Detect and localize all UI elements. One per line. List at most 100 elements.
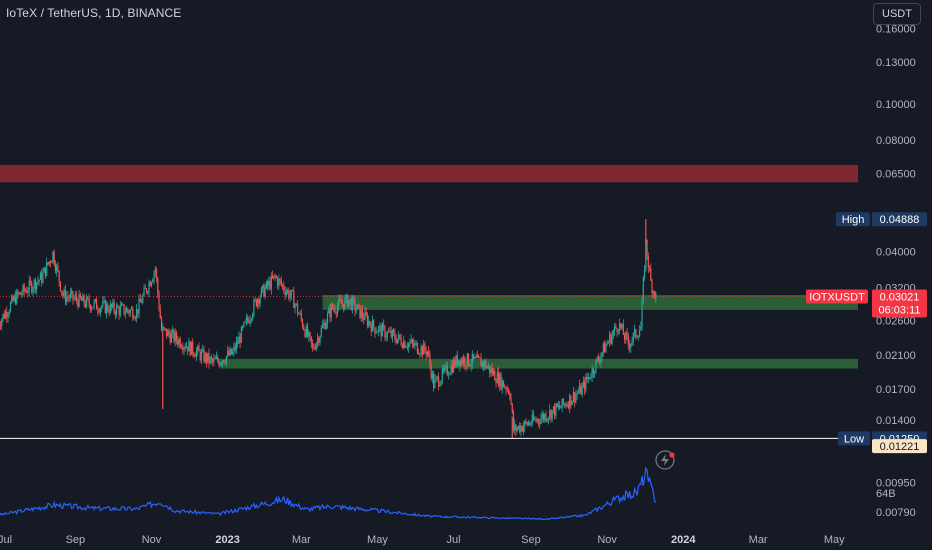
- candle-body: [555, 403, 557, 416]
- candle-body: [3, 314, 5, 319]
- candle-body: [208, 353, 210, 363]
- candle-body: [34, 279, 37, 290]
- candle-body: [380, 325, 382, 337]
- candle-body: [530, 423, 532, 425]
- candle-body: [556, 403, 558, 407]
- candle-body: [477, 355, 480, 358]
- candle-body: [420, 346, 422, 354]
- candle-body: [430, 364, 432, 379]
- candle-body: [110, 304, 113, 308]
- candle-body: [100, 306, 103, 309]
- candle-body: [33, 279, 35, 289]
- candle-body: [303, 327, 305, 331]
- price-tick-label: 0.01700: [876, 384, 916, 396]
- candle-body: [390, 330, 392, 338]
- candle-body: [263, 285, 265, 297]
- candle-body: [270, 275, 272, 290]
- low-label: Low: [844, 433, 864, 445]
- candle-body: [245, 317, 247, 322]
- candle-body: [18, 292, 20, 295]
- candle-body: [384, 326, 386, 338]
- time-tick-label: Mar: [292, 534, 311, 546]
- candle-body: [46, 262, 48, 276]
- candle-body: [369, 320, 371, 325]
- candle-body: [259, 296, 261, 304]
- candle-body: [123, 304, 125, 314]
- candle-body: [480, 358, 482, 367]
- candle-body: [96, 299, 98, 310]
- candle-body: [360, 309, 362, 319]
- candle-body: [255, 299, 257, 306]
- candle-body: [203, 349, 205, 362]
- candle-body: [495, 380, 497, 384]
- candle-body: [4, 311, 7, 319]
- candle-body: [77, 300, 79, 307]
- last-symbol: IOTXUSDT: [809, 292, 865, 304]
- candle-body: [472, 354, 475, 359]
- candle-body: [386, 331, 389, 337]
- candle-body: [590, 377, 592, 379]
- currency-button[interactable]: USDT: [873, 3, 921, 25]
- candle-body: [618, 323, 621, 331]
- candle-body: [218, 360, 220, 366]
- candle-body: [11, 296, 13, 303]
- candle-body: [127, 308, 129, 312]
- candle-body: [286, 290, 289, 292]
- candle-body: [591, 368, 593, 378]
- candle-body: [273, 275, 275, 278]
- candle-body: [504, 386, 506, 388]
- lines-layer: [0, 296, 868, 439]
- candle-body: [614, 326, 616, 332]
- candle-body: [653, 291, 656, 298]
- candle-body: [9, 302, 12, 312]
- candle-body: [374, 327, 376, 334]
- candle-body: [314, 348, 316, 350]
- candle-body: [158, 293, 160, 310]
- candle-body: [500, 374, 502, 389]
- candle-body: [47, 262, 49, 265]
- candle-body: [162, 326, 164, 331]
- candle-body: [87, 297, 89, 299]
- candle-body: [597, 357, 599, 361]
- candle-body: [535, 419, 537, 421]
- candle-body: [375, 331, 377, 334]
- candle-body: [625, 332, 627, 340]
- candle-body: [319, 336, 321, 343]
- candle-body: [564, 403, 566, 405]
- candle-body: [242, 327, 244, 328]
- chart-title: IoTeX / TetherUS, 1D, BINANCE: [6, 6, 182, 20]
- candle-body: [522, 426, 525, 432]
- candle-body: [37, 281, 39, 283]
- time-tick-label: Jul: [447, 534, 461, 546]
- candle-body: [134, 317, 136, 319]
- candle-body: [596, 357, 598, 360]
- time-tick-label: Jul: [0, 534, 12, 546]
- candle-body: [198, 346, 200, 352]
- candle-body: [222, 360, 224, 364]
- alert-icon[interactable]: [655, 450, 675, 470]
- candle-body: [278, 278, 280, 286]
- candle-body: [276, 277, 279, 286]
- candle-body: [225, 356, 228, 363]
- candle-body: [17, 291, 19, 295]
- candle-body: [120, 304, 123, 307]
- candle-body: [184, 347, 186, 349]
- candle-body: [280, 280, 282, 285]
- time-axis: Jul Sep Nov 2023 Mar May Jul Sep Nov 2024 Mar May: [0, 534, 845, 546]
- candle-body: [502, 380, 505, 387]
- candle-body: [175, 332, 178, 341]
- candle-body: [398, 334, 400, 339]
- candle-body: [219, 363, 221, 366]
- last-symbol-bg: [806, 289, 868, 304]
- candle-body: [328, 308, 330, 314]
- volume-scale-label: 64B: [876, 488, 896, 500]
- candle-body: [53, 251, 55, 265]
- candle-body: [112, 302, 114, 308]
- candle-body: [557, 405, 560, 407]
- candle-body: [295, 303, 297, 305]
- candle-body: [403, 341, 405, 348]
- time-tick-label: 2023: [215, 534, 239, 546]
- candle-body: [475, 356, 477, 358]
- candle-body: [217, 356, 219, 361]
